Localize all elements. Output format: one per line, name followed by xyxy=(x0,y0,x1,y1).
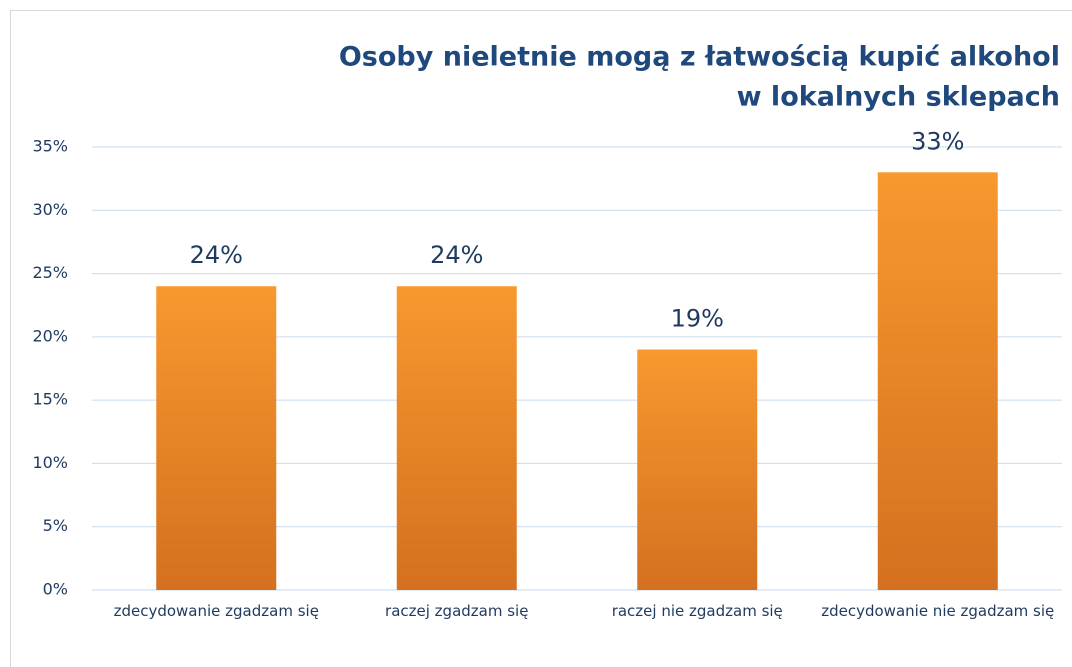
bar xyxy=(877,172,998,591)
bar xyxy=(396,286,517,590)
y-tick-label: 10% xyxy=(32,453,68,472)
bar xyxy=(156,286,277,590)
y-tick-label: 5% xyxy=(43,516,68,535)
x-tick-label: zdecydowanie nie zgadzam się xyxy=(821,602,1055,620)
y-tick-label: 15% xyxy=(32,390,68,409)
value-label: 24% xyxy=(190,241,243,269)
x-tick-label: raczej zgadzam się xyxy=(385,602,529,620)
x-tick-label: zdecydowanie zgadzam się xyxy=(113,602,319,620)
y-tick-label: 25% xyxy=(32,263,68,282)
chart-title: Osoby nieletnie mogą z łatwością kupić a… xyxy=(339,42,1060,73)
y-tick-label: 0% xyxy=(43,580,68,599)
bar xyxy=(637,349,758,590)
value-label: 19% xyxy=(671,305,724,333)
chart-title: w lokalnych sklepach xyxy=(737,82,1060,113)
value-label: 33% xyxy=(911,127,964,155)
value-label: 24% xyxy=(430,241,483,269)
y-tick-label: 35% xyxy=(32,137,68,156)
x-tick-label: raczej nie zgadzam się xyxy=(611,602,783,620)
y-tick-label: 20% xyxy=(32,326,68,345)
y-tick-label: 30% xyxy=(32,200,68,219)
frame xyxy=(10,10,1072,667)
